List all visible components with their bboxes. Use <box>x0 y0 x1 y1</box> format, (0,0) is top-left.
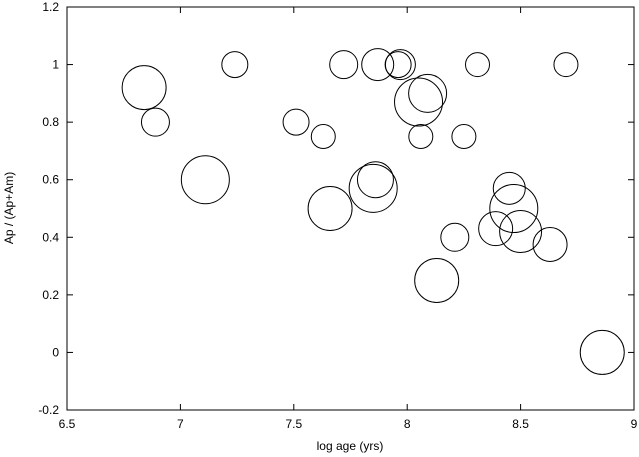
data-point-bubble <box>532 226 568 262</box>
data-point-bubble <box>348 163 398 213</box>
bubble-layer <box>121 48 625 375</box>
data-point-bubble <box>384 49 416 81</box>
x-tick-label: 6.5 <box>59 417 76 431</box>
data-point-bubble <box>553 52 579 78</box>
y-axis-label: Ap / (Ap+Am) <box>2 172 16 244</box>
x-tick-label: 7 <box>177 417 184 431</box>
data-point-bubble <box>499 210 543 254</box>
y-tick-label: 0 <box>52 345 59 359</box>
data-point-bubble <box>492 171 526 205</box>
x-axis-label: log age (yrs) <box>317 439 384 453</box>
y-tick-label: 0.2 <box>42 288 59 302</box>
data-point-bubble <box>478 211 514 247</box>
data-point-bubble <box>221 51 249 79</box>
data-point-bubble <box>140 107 170 137</box>
data-point-bubble <box>329 50 359 80</box>
data-point-bubble <box>408 124 434 150</box>
data-point-bubble <box>465 52 491 78</box>
data-point-bubble <box>440 222 470 252</box>
data-point-bubble <box>356 161 394 199</box>
data-point-bubble <box>489 184 539 233</box>
y-tick-label: 1 <box>52 58 59 72</box>
data-point-bubble <box>307 186 353 231</box>
y-tick-label: -0.2 <box>38 403 59 417</box>
y-tick-label: 0.4 <box>42 230 59 244</box>
data-point-bubble <box>394 77 444 127</box>
plot-frame <box>66 6 635 411</box>
y-tick-label: 0.8 <box>42 115 59 129</box>
data-point-bubble <box>361 48 395 82</box>
x-tick-label: 8.5 <box>512 417 529 431</box>
data-point-bubble <box>579 329 625 375</box>
x-tick-label: 9 <box>631 417 638 431</box>
y-tick-label: 1.2 <box>42 0 59 14</box>
data-point-bubble <box>180 155 230 205</box>
data-point-bubble <box>414 257 460 303</box>
data-point-bubble <box>121 65 167 111</box>
data-point-bubble <box>282 108 310 136</box>
data-point-bubble <box>451 124 477 150</box>
y-tick-label: 0.6 <box>42 173 59 187</box>
data-point-bubble <box>310 124 336 150</box>
data-point-bubble <box>408 73 448 113</box>
tick-layer: 6.5 7 7.5 8 8.5 9 -0.2 0 0.2 0.4 0.6 0.8 1 1.2 <box>38 0 637 431</box>
x-tick-label: 8 <box>404 417 411 431</box>
x-tick-label: 7.5 <box>285 417 302 431</box>
